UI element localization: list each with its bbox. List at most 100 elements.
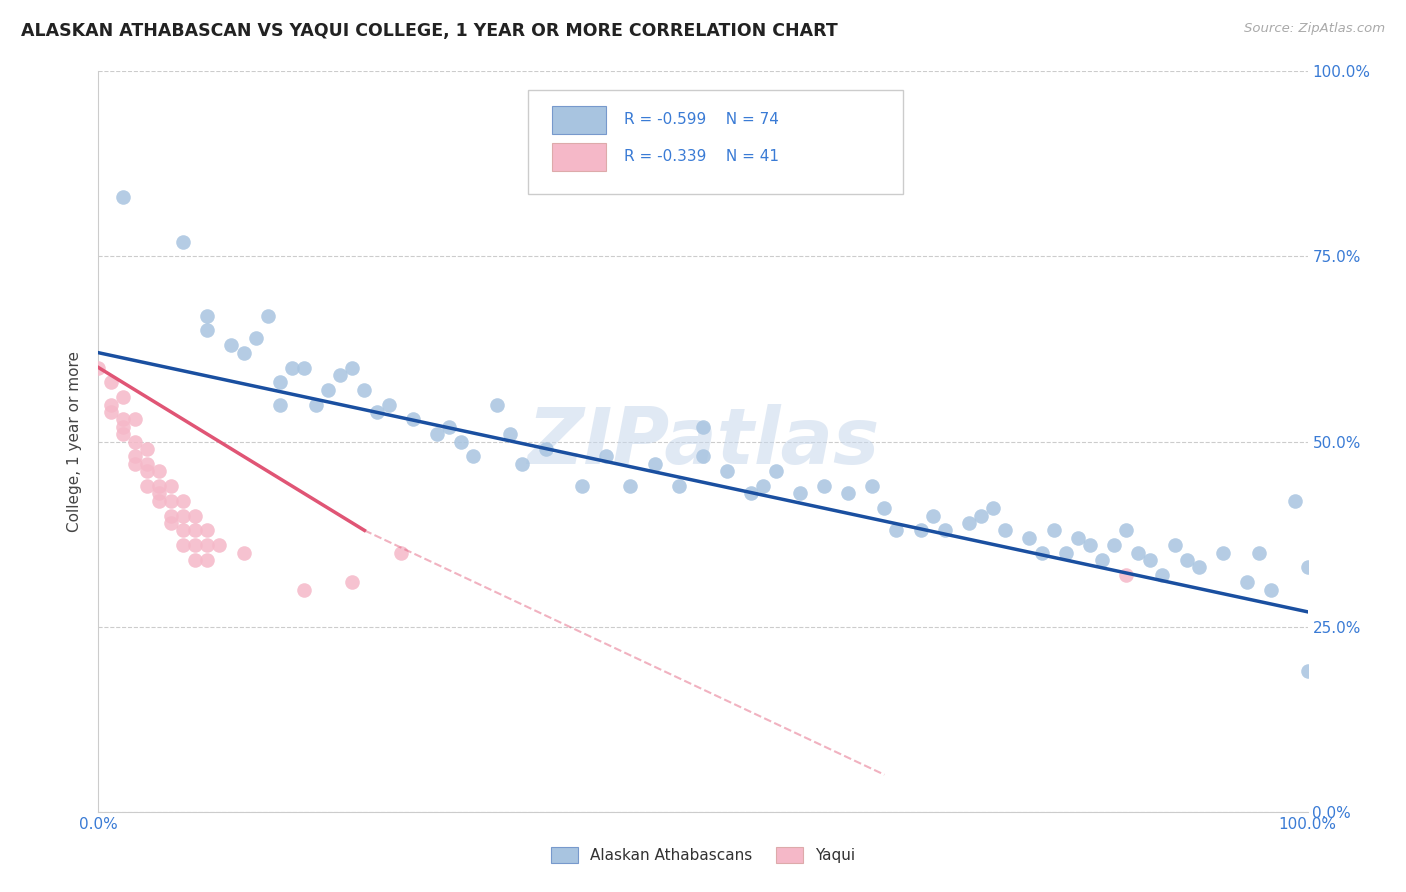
Point <box>100 376 122 390</box>
Point <box>256 309 278 323</box>
Point <box>994 524 1017 538</box>
Point <box>160 493 183 508</box>
Point <box>1175 553 1198 567</box>
Point <box>184 553 207 567</box>
Point <box>426 427 449 442</box>
Point <box>111 390 134 404</box>
Point <box>232 546 254 560</box>
Point <box>232 345 254 359</box>
Point <box>437 419 460 434</box>
Point <box>172 524 194 538</box>
Point <box>87 360 110 375</box>
Point <box>160 516 183 530</box>
Point <box>595 450 617 464</box>
Point <box>135 457 157 471</box>
Point <box>1102 538 1125 552</box>
Point <box>292 582 315 597</box>
Point <box>1296 560 1319 574</box>
Point <box>342 360 364 375</box>
Point <box>148 493 170 508</box>
Point <box>1249 546 1271 560</box>
Point <box>1212 546 1234 560</box>
Point <box>1236 575 1258 590</box>
Point <box>692 450 714 464</box>
Point <box>111 412 134 426</box>
Point <box>148 479 170 493</box>
Point <box>148 464 170 478</box>
Point <box>921 508 943 523</box>
Point <box>571 479 593 493</box>
Point <box>1152 567 1174 582</box>
Point <box>1260 582 1282 597</box>
Point <box>1115 567 1137 582</box>
Point <box>1115 524 1137 538</box>
Y-axis label: College, 1 year or more: College, 1 year or more <box>67 351 83 532</box>
Point <box>316 383 339 397</box>
Point <box>752 479 775 493</box>
Point <box>740 486 762 500</box>
Point <box>195 309 218 323</box>
Point <box>463 450 485 464</box>
Point <box>135 479 157 493</box>
FancyBboxPatch shape <box>551 106 606 135</box>
Point <box>619 479 641 493</box>
Point <box>1031 546 1053 560</box>
Point <box>1078 538 1101 552</box>
Point <box>377 398 399 412</box>
Point <box>221 338 243 352</box>
Point <box>111 419 134 434</box>
Point <box>1018 531 1040 545</box>
Point <box>1067 531 1090 545</box>
Point <box>534 442 557 456</box>
Point <box>366 405 388 419</box>
Point <box>124 412 146 426</box>
Legend: Alaskan Athabascans, Yaqui: Alaskan Athabascans, Yaqui <box>551 847 855 863</box>
Point <box>195 524 218 538</box>
Point <box>269 398 291 412</box>
Text: ALASKAN ATHABASCAN VS YAQUI COLLEGE, 1 YEAR OR MORE CORRELATION CHART: ALASKAN ATHABASCAN VS YAQUI COLLEGE, 1 Y… <box>21 22 838 40</box>
Point <box>510 457 533 471</box>
Point <box>837 486 859 500</box>
Point <box>184 508 207 523</box>
Point <box>789 486 811 500</box>
Text: R = -0.339    N = 41: R = -0.339 N = 41 <box>624 149 779 164</box>
Point <box>873 501 896 516</box>
Point <box>813 479 835 493</box>
Point <box>886 524 908 538</box>
Point <box>970 508 993 523</box>
Point <box>124 457 146 471</box>
Point <box>860 479 883 493</box>
Point <box>1296 664 1319 678</box>
Point <box>910 524 932 538</box>
Point <box>692 419 714 434</box>
Point <box>716 464 738 478</box>
Point <box>981 501 1004 516</box>
Point <box>172 538 194 552</box>
Point <box>111 427 134 442</box>
Point <box>245 331 267 345</box>
Point <box>957 516 980 530</box>
Point <box>342 575 364 590</box>
Point <box>353 383 375 397</box>
Point <box>100 405 122 419</box>
Text: Source: ZipAtlas.com: Source: ZipAtlas.com <box>1244 22 1385 36</box>
Point <box>1163 538 1185 552</box>
Point <box>402 412 425 426</box>
Point <box>1284 493 1306 508</box>
Point <box>148 486 170 500</box>
Point <box>644 457 666 471</box>
Point <box>1188 560 1211 574</box>
Point <box>184 524 207 538</box>
Point <box>172 508 194 523</box>
FancyBboxPatch shape <box>527 90 903 194</box>
Point <box>208 538 231 552</box>
Point <box>160 479 183 493</box>
Point <box>184 538 207 552</box>
Point <box>389 546 412 560</box>
Point <box>1091 553 1114 567</box>
Point <box>281 360 304 375</box>
Point <box>135 464 157 478</box>
Point <box>160 508 183 523</box>
Point <box>124 450 146 464</box>
Point <box>329 368 352 382</box>
